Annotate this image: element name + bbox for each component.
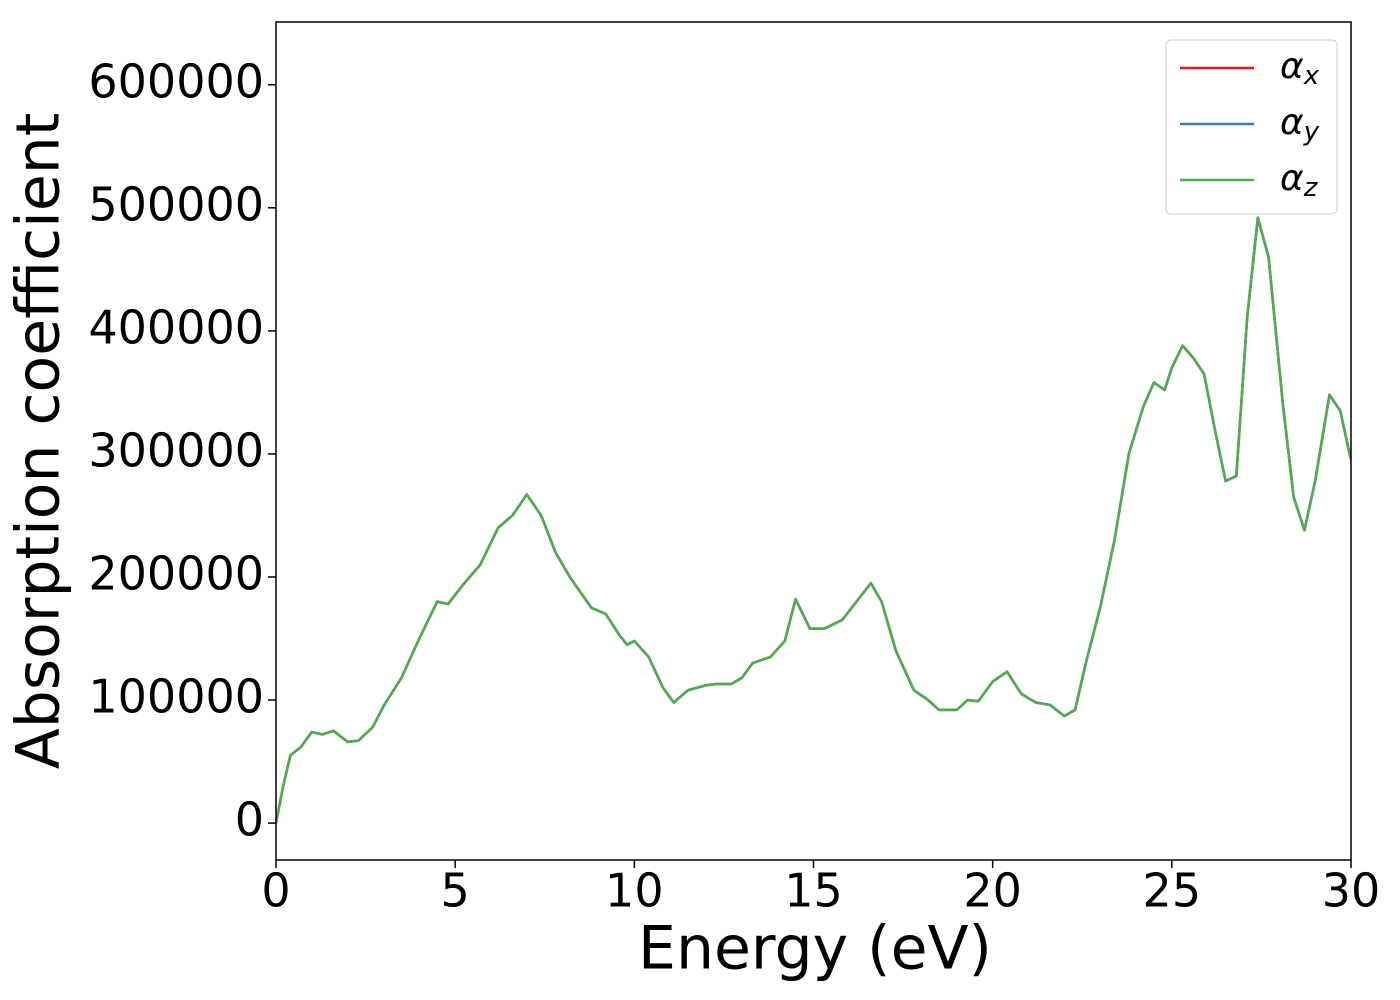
y-tick-label: 500000 <box>88 177 264 231</box>
x-tick-label: 30 <box>1322 864 1381 918</box>
x-tick-label: 0 <box>261 864 290 918</box>
legend-label: αx <box>1280 46 1320 91</box>
legend-label: αy <box>1280 102 1320 147</box>
legend-label: αz <box>1280 158 1319 203</box>
x-tick-label: 25 <box>1143 864 1202 918</box>
y-tick-label: 400000 <box>88 300 264 354</box>
y-tick-label: 100000 <box>88 670 264 724</box>
x-tick-label: 15 <box>784 864 843 918</box>
y-tick-label: 200000 <box>88 546 264 600</box>
x-axis-label: Energy (eV) <box>638 914 992 984</box>
y-tick-label: 300000 <box>88 423 264 477</box>
x-tick-label: 10 <box>605 864 664 918</box>
y-tick-label: 0 <box>235 793 264 847</box>
plot-frame <box>275 21 1352 861</box>
y-tick-label: 600000 <box>88 54 264 108</box>
data-line <box>276 216 1351 824</box>
y-axis-label: Absorption coefficient <box>4 113 74 770</box>
data-line <box>276 216 1351 824</box>
legend-box <box>1165 39 1338 215</box>
x-tick-label: 20 <box>963 864 1022 918</box>
data-line <box>276 216 1351 824</box>
x-tick-label: 5 <box>441 864 470 918</box>
